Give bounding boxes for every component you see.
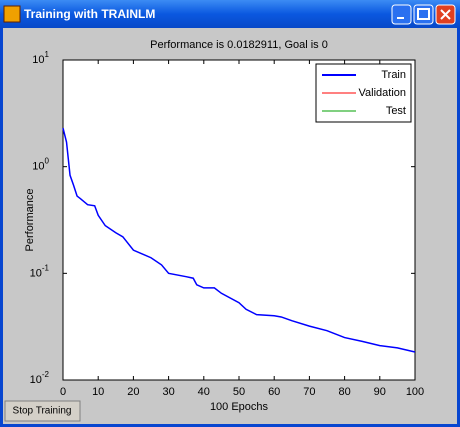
window-title: Training with TRAINLM bbox=[24, 7, 155, 21]
x-tick-label: 60 bbox=[268, 386, 280, 398]
y-tick-label: 101 bbox=[32, 50, 49, 66]
y-tick-exponent: 0 bbox=[45, 157, 50, 166]
legend-box bbox=[315, 63, 412, 123]
x-tick-label: 30 bbox=[162, 386, 174, 398]
y-tick-label: 10-2 bbox=[30, 370, 50, 386]
axes-box bbox=[62, 59, 416, 381]
x-tick-label: 0 bbox=[60, 386, 66, 398]
y-tick-base: 10 bbox=[32, 161, 44, 173]
legend-label: Validation bbox=[359, 87, 407, 99]
minimize-button[interactable] bbox=[391, 4, 412, 25]
x-tick-label: 70 bbox=[303, 386, 315, 398]
train-line bbox=[62, 127, 416, 353]
y-axis-label: Performance bbox=[24, 189, 36, 252]
y-tick-base: 10 bbox=[30, 267, 42, 279]
x-tick-label: 20 bbox=[127, 386, 139, 398]
minimize-icon bbox=[397, 17, 404, 19]
x-tick-label: 100 bbox=[406, 386, 424, 398]
chart-title: Performance is 0.0182911, Goal is 0 bbox=[150, 39, 328, 51]
close-icon bbox=[440, 9, 451, 20]
x-tick-label: 80 bbox=[338, 386, 350, 398]
app-icon bbox=[3, 5, 21, 23]
maximize-button[interactable] bbox=[413, 4, 434, 25]
y-tick-exponent: -1 bbox=[42, 263, 50, 272]
stop-button[interactable] bbox=[4, 400, 81, 422]
y-tick-label: 10-1 bbox=[30, 263, 50, 279]
y-tick-base: 10 bbox=[32, 54, 44, 66]
title-bar bbox=[0, 0, 460, 28]
x-tick-label: 50 bbox=[233, 386, 245, 398]
y-tick-label: 100 bbox=[32, 157, 49, 173]
legend-label: Test bbox=[386, 105, 406, 117]
y-tick-exponent: -2 bbox=[42, 370, 50, 379]
maximize-icon bbox=[417, 8, 430, 20]
x-axis-label: 100 Epochs bbox=[210, 401, 269, 413]
y-tick-exponent: 1 bbox=[45, 50, 50, 59]
x-tick-label: 90 bbox=[374, 386, 386, 398]
y-tick-base: 10 bbox=[30, 374, 42, 386]
x-tick-label: 10 bbox=[92, 386, 104, 398]
legend-label: Train bbox=[381, 69, 406, 81]
stop-button-label: Stop Training bbox=[13, 406, 72, 417]
x-tick-label: 40 bbox=[198, 386, 210, 398]
